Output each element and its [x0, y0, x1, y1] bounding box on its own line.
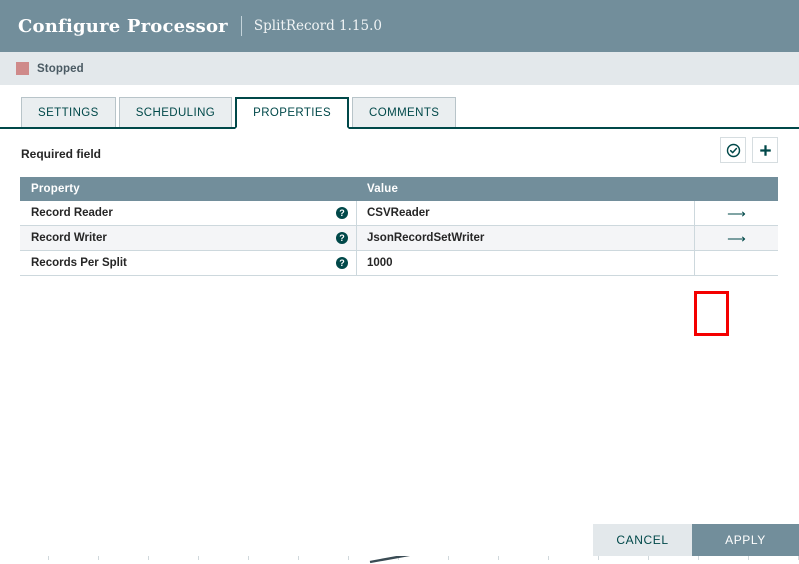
tab-comments[interactable]: COMMENTS	[352, 97, 457, 127]
property-name-cell: Records Per Split ?	[20, 251, 357, 275]
apply-button[interactable]: APPLY	[692, 524, 799, 556]
properties-toolbar: Required field	[0, 137, 799, 171]
tab-scheduling-label: SCHEDULING	[135, 106, 216, 119]
property-value-label: JsonRecordSetWriter	[367, 232, 485, 244]
dialog-header: Configure Processor SplitRecord 1.15.0	[0, 0, 799, 52]
property-name-label: Record Reader	[31, 207, 113, 219]
question-mark-icon[interactable]: ?	[336, 232, 348, 244]
tab-strip: SETTINGS SCHEDULING PROPERTIES COMMENTS	[0, 97, 799, 129]
property-action-cell[interactable]: ⟶	[695, 201, 778, 225]
property-value-cell[interactable]: CSVReader	[357, 201, 695, 225]
table-row[interactable]: Records Per Split ? 1000	[20, 251, 778, 276]
property-name-label: Records Per Split	[31, 257, 127, 269]
column-header-property: Property	[31, 183, 80, 195]
property-value-cell[interactable]: JsonRecordSetWriter	[357, 226, 695, 250]
tab-properties[interactable]: PROPERTIES	[235, 97, 350, 129]
arrow-right-icon[interactable]: ⟶	[727, 205, 746, 221]
property-value-label: 1000	[367, 257, 393, 269]
property-value-cell[interactable]: 1000	[357, 251, 695, 275]
property-action-cell[interactable]: ⟶	[695, 226, 778, 250]
property-name-cell: Record Writer ?	[20, 226, 357, 250]
tab-settings-label: SETTINGS	[38, 106, 99, 119]
cancel-button[interactable]: CANCEL	[593, 524, 692, 556]
dialog-body: SETTINGS SCHEDULING PROPERTIES COMMENTS …	[0, 85, 799, 556]
title-divider	[240, 16, 242, 36]
status-indicator-icon	[16, 62, 29, 75]
tab-settings[interactable]: SETTINGS	[21, 97, 116, 127]
check-circle-icon	[726, 143, 740, 157]
question-mark-icon[interactable]: ?	[336, 257, 348, 269]
page-title: Configure Processor	[18, 15, 228, 37]
table-row[interactable]: Record Writer ? JsonRecordSetWriter ⟶	[20, 226, 778, 251]
question-mark-icon[interactable]: ?	[336, 207, 348, 219]
table-row[interactable]: Record Reader ? CSVReader ⟶	[20, 201, 778, 226]
plus-icon	[759, 144, 771, 156]
tab-properties-label: PROPERTIES	[253, 107, 332, 119]
tab-comments-label: COMMENTS	[369, 106, 440, 119]
required-field-label: Required field	[21, 147, 102, 161]
table-header-row: Property Value	[20, 177, 778, 201]
processor-type-version: SplitRecord 1.15.0	[253, 18, 382, 34]
property-action-cell	[695, 251, 778, 275]
tab-scheduling[interactable]: SCHEDULING	[118, 97, 233, 127]
annotation-highlight-box	[694, 291, 729, 336]
column-header-value: Value	[367, 183, 399, 195]
processor-status-bar: Stopped	[0, 52, 799, 85]
dialog-footer: CANCEL APPLY	[0, 524, 799, 556]
table-action-buttons	[720, 137, 778, 163]
status-badge: Stopped	[37, 62, 84, 75]
property-value-label: CSVReader	[367, 207, 430, 219]
property-name-cell: Record Reader ?	[20, 201, 357, 225]
verify-properties-button[interactable]	[720, 137, 746, 163]
properties-table: Property Value Record Reader ? CSVReader…	[20, 177, 778, 276]
arrow-right-icon[interactable]: ⟶	[727, 230, 746, 246]
property-name-label: Record Writer	[31, 232, 107, 244]
add-property-button[interactable]	[752, 137, 778, 163]
